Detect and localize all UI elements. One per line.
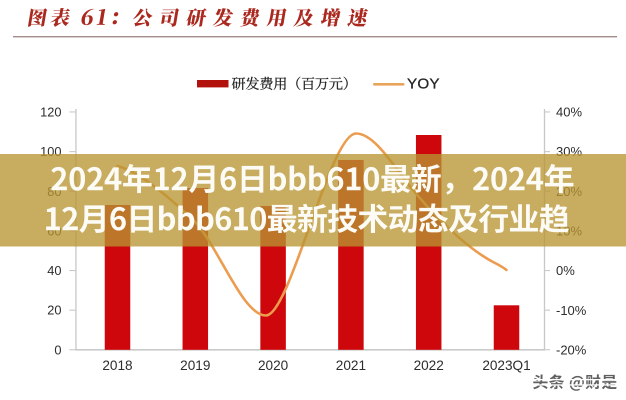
svg-text:2021: 2021 [336, 358, 366, 373]
svg-text:0: 0 [54, 342, 61, 357]
svg-text:0%: 0% [556, 263, 575, 278]
svg-text:2020: 2020 [258, 358, 289, 373]
svg-text:2023Q1: 2023Q1 [482, 358, 530, 373]
svg-text:40%: 40% [556, 105, 582, 120]
svg-text:2022: 2022 [414, 358, 444, 373]
svg-text:40: 40 [47, 263, 61, 278]
svg-text:-10%: -10% [556, 303, 587, 318]
svg-text:YOY: YOY [407, 76, 440, 93]
svg-text:2018: 2018 [102, 358, 132, 373]
svg-text:2019: 2019 [180, 358, 210, 373]
svg-text:20: 20 [47, 303, 61, 318]
svg-text:-20%: -20% [556, 342, 587, 357]
svg-text:120: 120 [40, 105, 61, 120]
